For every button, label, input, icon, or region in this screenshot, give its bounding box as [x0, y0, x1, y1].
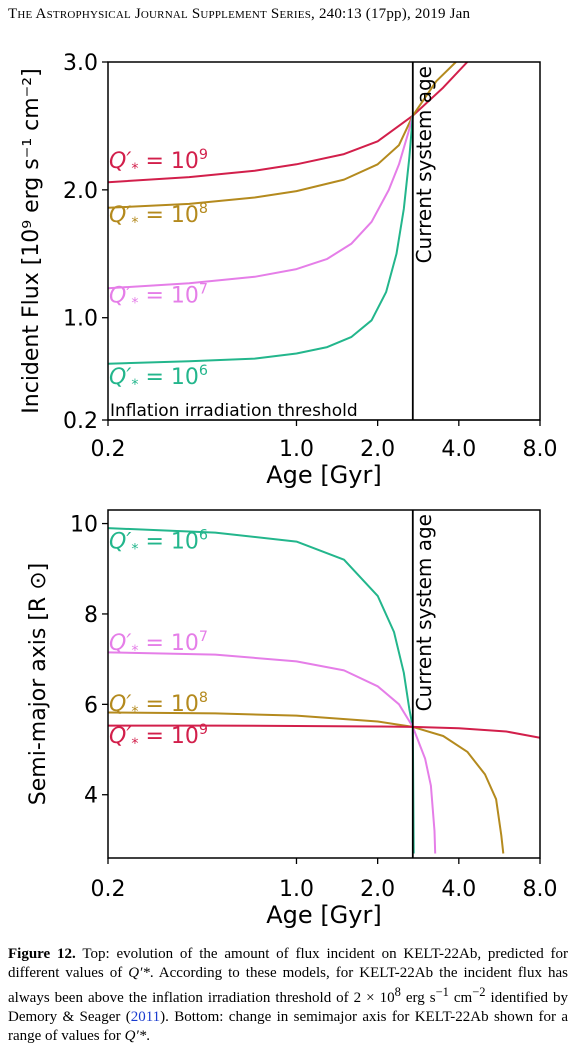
x-tick-label: 1.0: [279, 877, 314, 902]
y-axis-label: Semi-major axis [R ⊙]: [26, 563, 51, 805]
series-line-q7: [108, 115, 414, 290]
semimajor-axis-vs-age-chart: Current system age 0.2 1.0 2.0 4.0 8.0 4 6 8 10 Ag…: [26, 509, 558, 929]
caption-exp-m2: −2: [472, 985, 486, 999]
x-tick-label: 0.2: [91, 437, 126, 462]
flux-vs-age-chart: Current system age Inflation irradiation …: [19, 51, 558, 489]
caption-q-symbol: Q′*: [128, 965, 150, 981]
plot-frame: [107, 61, 541, 421]
caption-text-5: identified by Demory & Seager (: [8, 990, 569, 1025]
series-line-q8: [108, 711, 505, 854]
x-tick-label: 8.0: [523, 437, 558, 462]
x-tick-label: 4.0: [441, 877, 476, 902]
x-tick-label: 2.0: [360, 877, 395, 902]
series-group: [108, 527, 540, 854]
caption-text-1: Top: evolution of the amount of flux inc…: [8, 946, 569, 981]
plot-frame: [107, 509, 541, 859]
x-axis-label: Age [Gyr]: [266, 461, 381, 489]
series-line-q9: [108, 724, 540, 739]
series-label-q7: Q′* = 107: [109, 281, 208, 311]
series-label-q7: Q′* = 107: [109, 629, 208, 659]
y-tick-label: 0.2: [63, 409, 98, 434]
caption-text-3: erg s: [400, 990, 436, 1006]
y-axis-label: Incident Flux [10⁹ erg s⁻¹ cm⁻²]: [19, 68, 44, 413]
series-line-q6: [108, 527, 415, 854]
series-line-q7: [108, 651, 437, 854]
series-group: [108, 62, 469, 365]
y-tick-label: 3.0: [63, 51, 98, 76]
y-tick-label: 2.0: [63, 179, 98, 204]
series-label-q8: Q′* = 108: [109, 690, 208, 720]
y-tick-label: 1.0: [63, 307, 98, 332]
series-label-q9: Q′* = 109: [109, 722, 208, 752]
caption-exp-m1: −1: [435, 985, 449, 999]
journal-citation: 240:13 (17pp), 2019 Jan: [318, 6, 471, 22]
y-tick-label: 4: [84, 784, 98, 809]
journal-header: The Astrophysical Journal Supplement Ser…: [8, 6, 470, 23]
caption-text-7: .: [146, 1028, 150, 1044]
journal-name: The Astrophysical Journal Supplement Ser…: [8, 6, 315, 22]
y-tick-label: 10: [70, 513, 98, 538]
caption-text-6: ). Bottom: change in semimajor axis for …: [8, 1009, 568, 1044]
series-line-q9: [108, 62, 469, 184]
current-age-label: Current system age: [412, 66, 436, 263]
y-tick-label: 6: [84, 693, 98, 718]
caption-exp-8: 8: [394, 985, 401, 999]
citation-link[interactable]: 2011: [130, 1009, 161, 1025]
series-label-q8: Q′* = 108: [109, 201, 208, 231]
x-tick-label: 1.0: [279, 437, 314, 462]
x-tick-label: 4.0: [441, 437, 476, 462]
y-tick-label: 8: [84, 603, 98, 628]
x-tick-label: 8.0: [523, 877, 558, 902]
series-label-q6: Q′* = 106: [109, 363, 208, 393]
caption-q-symbol-2: Q′*: [124, 1028, 147, 1044]
series-line-q8: [108, 62, 457, 209]
figure-caption: Figure 12. Top: evolution of the amount …: [8, 945, 568, 1046]
series-line-q6: [108, 115, 414, 365]
series-label-q9: Q′* = 109: [109, 147, 208, 177]
caption-text-2: . According to these models, for KELT-22…: [8, 965, 568, 1006]
current-age-label: Current system age: [412, 514, 436, 711]
caption-label: Figure 12.: [8, 946, 76, 962]
x-tick-label: 2.0: [360, 437, 395, 462]
x-axis-label: Age [Gyr]: [266, 901, 381, 929]
x-tick-label: 0.2: [91, 877, 126, 902]
threshold-label: Inflation irradiation threshold: [110, 401, 358, 421]
caption-text-4: cm: [448, 990, 473, 1006]
series-label-q6: Q′* = 106: [109, 527, 208, 557]
